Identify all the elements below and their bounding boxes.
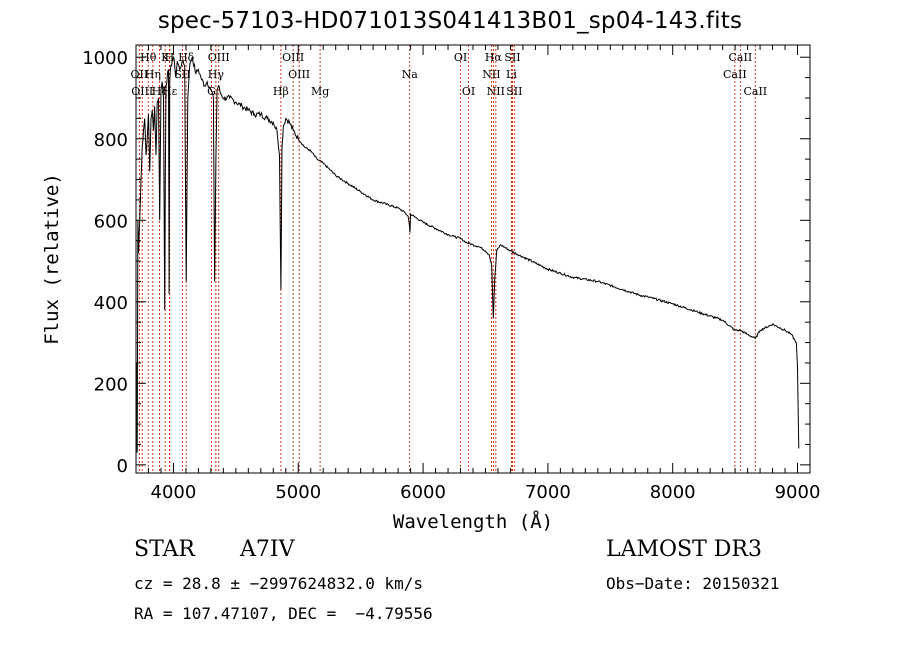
spectral-subclass: A7IV [240, 537, 295, 562]
y-tick-label: 200 [94, 374, 128, 395]
observation-date: Obs−Date: 20150321 [606, 574, 780, 593]
line-label: CaII [729, 51, 753, 64]
line-label: Hθ [140, 51, 157, 64]
survey-name: LAMOST DR3 [606, 537, 762, 562]
line-label: CaII [743, 85, 767, 98]
axis-ticks: 4000 5000 6000 7000 8000 9000 0 200 400 600 800 100… [82, 45, 820, 503]
line-label: K [161, 51, 170, 64]
line-label: SII [504, 51, 520, 64]
line-label: CaII [723, 68, 747, 81]
x-tick-label: 8000 [650, 482, 696, 503]
line-label: Mg [311, 85, 329, 98]
emission-line-markers [138, 45, 756, 473]
x-tick-label: 5000 [275, 482, 321, 503]
line-label: Hβ [273, 85, 289, 98]
y-tick-label: 0 [117, 456, 128, 477]
x-axis-label: Wavelength (Å) [393, 510, 553, 533]
y-tick-label: 800 [94, 130, 128, 151]
line-label: OI [462, 85, 475, 98]
line-label: OII [131, 68, 149, 81]
plot-frame [135, 44, 811, 474]
line-label: NII [487, 85, 505, 98]
line-label: SII [506, 85, 522, 98]
y-tick-label: 400 [94, 293, 128, 314]
x-tick-label: 9000 [775, 482, 821, 503]
line-label: OIII [131, 85, 153, 98]
x-tick-label: 6000 [400, 482, 446, 503]
line-label: Na [402, 68, 419, 81]
line-label: Li [506, 68, 517, 81]
y-axis-label: Flux (relative) [41, 173, 63, 345]
object-type: STAR [134, 537, 195, 562]
line-label: Hη [145, 68, 161, 81]
line-label: OIII [288, 68, 310, 81]
line-label: SII [174, 68, 190, 81]
line-label: Hγ [208, 68, 225, 81]
line-label: OIII [208, 51, 230, 64]
line-label: H [165, 51, 175, 64]
x-tick-label: 7000 [525, 482, 571, 503]
redshift-readout: cz = 28.8 ± −2997624832.0 km/s [134, 574, 423, 593]
line-label: OI [454, 51, 467, 64]
y-tick-label: 1000 [82, 48, 128, 69]
line-label: NII [482, 68, 500, 81]
coordinates-readout: RA = 107.47107, DEC = −4.79556 [134, 604, 433, 623]
x-tick-label: 4000 [151, 482, 197, 503]
spectrum-line [135, 55, 800, 463]
line-label: Hα [485, 51, 503, 64]
y-tick-label: 600 [94, 211, 128, 232]
chart-title: spec-57103-HD071013S041413B01_sp04-143.f… [157, 8, 743, 34]
line-label: OIII [282, 51, 304, 64]
